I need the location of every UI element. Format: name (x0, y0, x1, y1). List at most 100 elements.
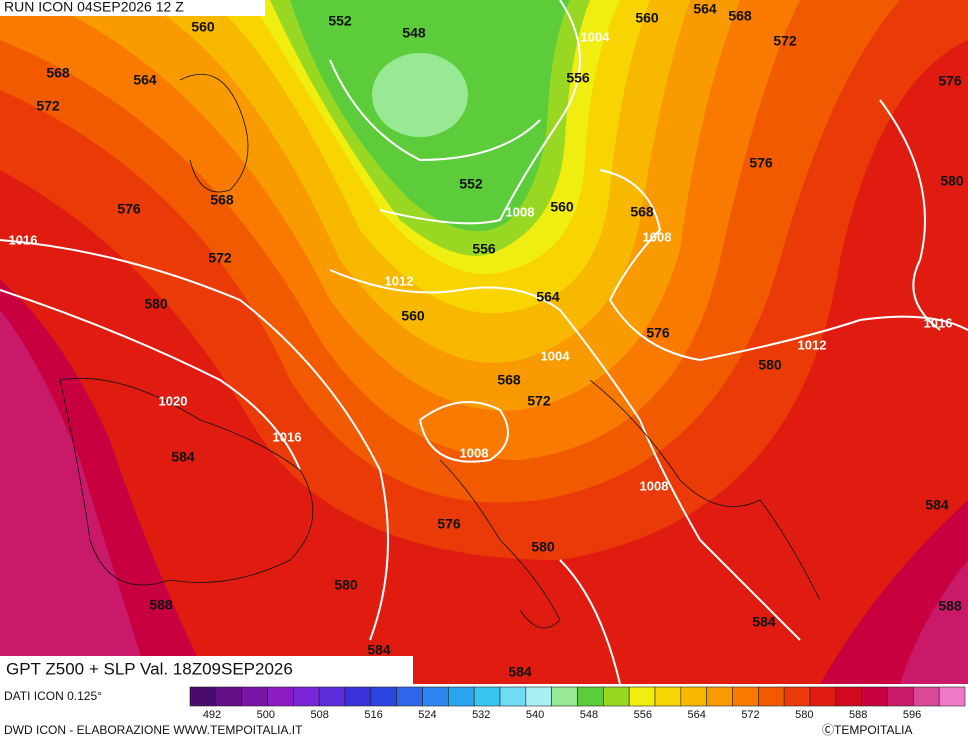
z500-label: 584 (367, 642, 391, 658)
copyright: ⒸTEMPOITALIA (822, 723, 912, 737)
colorbar-swatch (344, 686, 372, 707)
colorbar-swatch (267, 686, 294, 707)
z500-label: 584 (925, 497, 949, 513)
colorbar-swatch (603, 686, 630, 707)
colorbar-label: 588 (849, 709, 867, 721)
colorbar-label: 516 (364, 709, 382, 721)
colorbar-label: 580 (795, 709, 813, 721)
colorbar-swatch (396, 686, 423, 707)
slp-label: 1012 (798, 337, 827, 352)
z500-label: 548 (402, 25, 426, 41)
colorbar-swatch (835, 686, 862, 707)
colorbar-swatch (861, 686, 888, 707)
colorbar-label: 556 (634, 709, 652, 721)
z500-label: 556 (566, 70, 590, 86)
colorbar-label: 564 (687, 709, 705, 721)
colorbar-label: 492 (203, 709, 221, 721)
z500-label: 580 (940, 173, 964, 189)
colorbar-swatch (654, 686, 682, 707)
colorbar-swatch (422, 686, 449, 707)
z500-label: 560 (191, 19, 215, 35)
colorbar-label: 540 (526, 709, 544, 721)
z500-label: 560 (401, 308, 425, 324)
colorbar-swatch (473, 686, 501, 707)
colorbar-swatch (525, 686, 552, 707)
slp-label: 1012 (385, 273, 414, 288)
slp-label: 1004 (581, 29, 611, 44)
z500-labels: 552 548 560 560 564 568 572 576 568 564 572 556 552 5… (36, 1, 964, 680)
slp-label: 1016 (9, 232, 38, 247)
colorbar-label: 548 (580, 709, 598, 721)
z500-label: 580 (758, 357, 782, 373)
colorbar-label: 572 (741, 709, 759, 721)
colorbar-swatch (499, 686, 527, 707)
colorbar-swatch (551, 686, 578, 707)
colorbar-swatch (680, 686, 707, 707)
slp-label: 1016 (924, 315, 953, 330)
z500-label: 580 (334, 577, 358, 593)
coastlines (59, 73, 821, 629)
z500-label: 584 (508, 664, 532, 680)
z500-label: 580 (144, 296, 168, 312)
run-box (0, 0, 265, 16)
z500-label: 576 (117, 201, 141, 217)
colorbar-label: 532 (472, 709, 490, 721)
z500-label: 572 (208, 250, 232, 266)
z500-label: 568 (630, 204, 654, 220)
z500-label: 588 (938, 598, 962, 614)
z500-label: 568 (210, 192, 234, 208)
z500-label: 572 (36, 98, 60, 114)
z500-label: 552 (459, 176, 483, 192)
z500-label: 564 (693, 1, 717, 17)
slp-labels: 1004 1008 1008 1016 1012 1016 1012 1004 1020 1016… (9, 29, 953, 493)
colorbar-swatch (887, 686, 914, 707)
colorbar-swatch (732, 686, 759, 707)
z500-label: 560 (635, 10, 659, 26)
source-label: DATI ICON 0.125° (4, 689, 102, 703)
colorbar-swatch (293, 686, 320, 707)
colorbar-swatch (783, 686, 811, 707)
colorbar-swatch (189, 686, 217, 707)
slp-label: 1004 (541, 348, 571, 363)
colorbar: 492 500 508 516 524 532 540 548 556 564 572 580 588 5… (189, 686, 966, 721)
z500-label: 568 (497, 372, 521, 388)
product-label: GPT Z500 + SLP Val. 18Z09SEP2026 (6, 659, 293, 678)
colorbar-swatch (809, 686, 837, 707)
z500-label: 552 (328, 13, 352, 29)
colorbar-label: 524 (418, 709, 436, 721)
colorbar-label: 508 (311, 709, 329, 721)
z500-label: 564 (133, 72, 157, 88)
colorbar-swatch (241, 686, 268, 707)
slp-label: 1020 (159, 393, 188, 408)
colorbar-swatch (370, 686, 397, 707)
z500-label: 560 (550, 199, 574, 215)
slp-label: 1016 (273, 429, 302, 444)
z500-label: 564 (536, 289, 560, 305)
product-box (0, 656, 413, 684)
colorbar-swatch (448, 686, 475, 707)
z500-label: 580 (531, 539, 555, 555)
z500-label: 576 (938, 73, 962, 89)
z500-label: 568 (728, 8, 752, 24)
z500-label: 572 (773, 33, 797, 49)
run-label: RUN ICON 04SEP2026 12 Z (4, 0, 184, 15)
map-fields (0, 0, 968, 684)
z500-label: 576 (646, 325, 670, 341)
colorbar-swatch (577, 686, 604, 707)
colorbar-label: 596 (903, 709, 921, 721)
isobars (0, 0, 968, 684)
slp-label: 1008 (640, 478, 669, 493)
z500-label: 572 (527, 393, 551, 409)
colorbar-swatch (938, 686, 966, 707)
z500-label: 568 (46, 65, 70, 81)
z500-label: 588 (149, 597, 173, 613)
colorbar-label: 500 (257, 709, 275, 721)
z500-label: 584 (752, 614, 776, 630)
colorbar-swatch (913, 686, 940, 707)
slp-label: 1008 (506, 204, 535, 219)
slp-label: 1008 (643, 229, 672, 244)
colorbar-swatch (215, 686, 242, 707)
colorbar-swatch (318, 686, 346, 707)
